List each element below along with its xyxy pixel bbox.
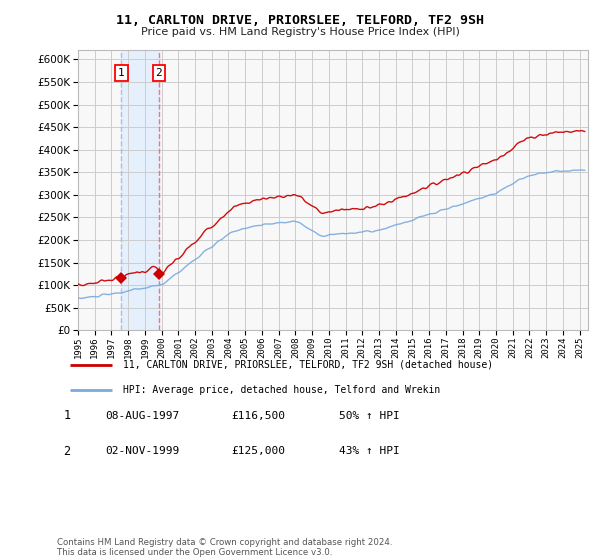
Text: 1: 1 [118,68,125,78]
Text: 08-AUG-1997: 08-AUG-1997 [105,410,179,421]
Text: HPI: Average price, detached house, Telford and Wrekin: HPI: Average price, detached house, Telf… [122,385,440,395]
Text: 2: 2 [155,68,162,78]
Text: £125,000: £125,000 [231,446,285,456]
Text: 2: 2 [64,445,70,458]
Text: 50% ↑ HPI: 50% ↑ HPI [339,410,400,421]
Text: Price paid vs. HM Land Registry's House Price Index (HPI): Price paid vs. HM Land Registry's House … [140,27,460,37]
Text: 02-NOV-1999: 02-NOV-1999 [105,446,179,456]
Bar [121,50,159,330]
Text: 43% ↑ HPI: 43% ↑ HPI [339,446,400,456]
Text: 11, CARLTON DRIVE, PRIORSLEE, TELFORD, TF2 9SH (detached house): 11, CARLTON DRIVE, PRIORSLEE, TELFORD, T… [122,360,493,370]
Text: £116,500: £116,500 [231,410,285,421]
Text: Contains HM Land Registry data © Crown copyright and database right 2024.
This d: Contains HM Land Registry data © Crown c… [57,538,392,557]
Text: 11, CARLTON DRIVE, PRIORSLEE, TELFORD, TF2 9SH: 11, CARLTON DRIVE, PRIORSLEE, TELFORD, T… [116,14,484,27]
Text: 1: 1 [64,409,70,422]
